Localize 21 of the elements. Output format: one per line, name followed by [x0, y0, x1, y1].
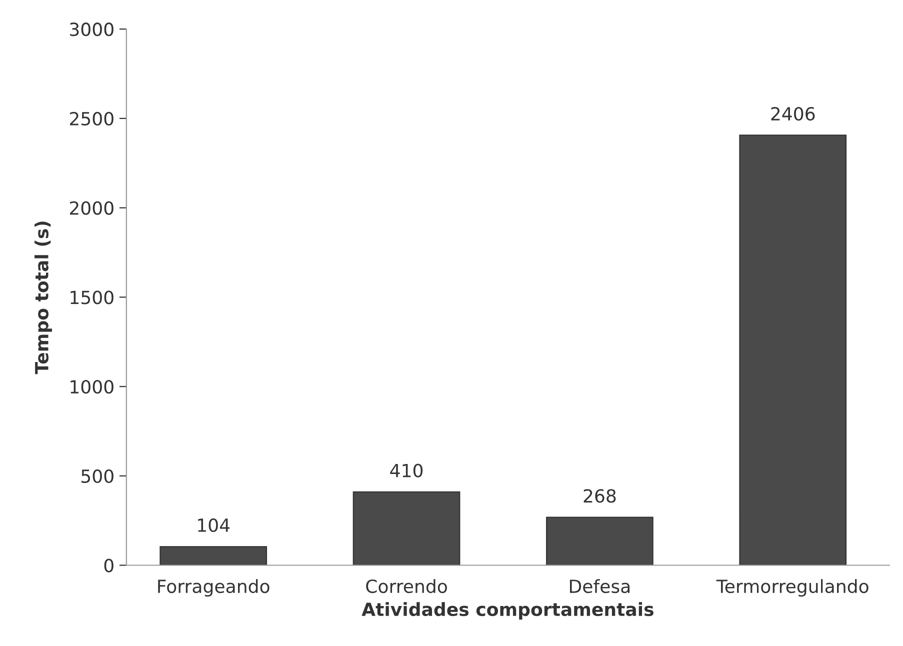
y-tick-label: 1500: [70, 290, 114, 304]
x-axis-title: Atividades comportamentais: [362, 602, 654, 620]
data-label: 410: [390, 464, 423, 478]
x-tick-label: Defesa: [570, 579, 630, 594]
data-label: 2406: [771, 106, 815, 121]
y-tick-label: 3000: [70, 22, 114, 36]
y-tick-label: 1000: [70, 380, 114, 394]
y-tick-label: 2000: [70, 201, 114, 215]
y-tick-label: 0: [104, 558, 114, 572]
bar: [352, 491, 460, 566]
y-axis-title: Tempo total (s): [34, 222, 52, 374]
data-label: 104: [198, 518, 230, 532]
bar: [546, 516, 654, 566]
x-tick-label: Forrageando: [158, 579, 270, 597]
bar: [160, 546, 268, 566]
y-tick-label: 500: [82, 469, 114, 484]
data-label: 268: [584, 489, 616, 503]
y-tick-label: 2500: [70, 112, 114, 126]
x-tick-label: Termorregulando: [716, 579, 868, 597]
x-tick-label: Correndo: [366, 579, 447, 594]
bar: [739, 134, 847, 566]
